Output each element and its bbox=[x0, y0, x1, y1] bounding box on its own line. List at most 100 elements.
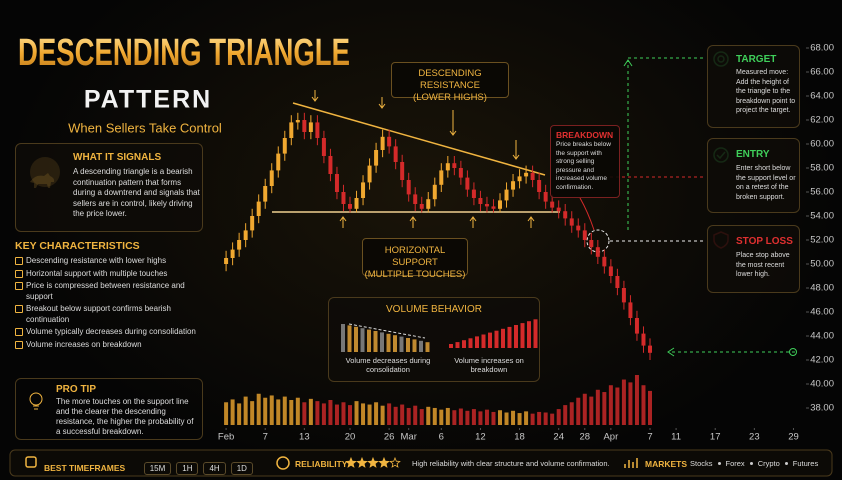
candle-body bbox=[250, 216, 255, 231]
item: Volume increases on breakdown bbox=[15, 340, 205, 351]
candle-body bbox=[504, 189, 509, 201]
candle-body bbox=[432, 184, 437, 200]
volume-bar bbox=[348, 405, 352, 425]
star bbox=[356, 456, 368, 468]
volume-bar bbox=[484, 409, 489, 425]
x-tick-label: 17 bbox=[710, 432, 721, 443]
volume-bar bbox=[341, 402, 346, 425]
volume-bar bbox=[537, 411, 542, 425]
volume-bar bbox=[400, 404, 405, 425]
volume-bar bbox=[589, 396, 594, 425]
footer-bar bbox=[9, 449, 833, 477]
volume-bar bbox=[263, 397, 268, 425]
candle-body bbox=[595, 247, 600, 257]
markets-title: MARKETS bbox=[645, 459, 688, 469]
signals-title: WHAT IT SIGNALS bbox=[73, 152, 162, 163]
candle-body bbox=[276, 153, 281, 171]
candle-body bbox=[458, 168, 463, 178]
separator bbox=[784, 462, 788, 466]
sketch-bar bbox=[412, 339, 417, 352]
volume-bar bbox=[595, 389, 600, 425]
x-tick-label: 11 bbox=[671, 432, 681, 443]
y-tick-label: 64.00 bbox=[810, 91, 834, 102]
characteristics-title: KEY CHARACTERISTICS bbox=[15, 240, 140, 252]
resistance-line bbox=[292, 102, 546, 176]
breakdown-text: Price breaks below the support with stro… bbox=[556, 141, 611, 191]
line: HORIZONTAL SUPPORT bbox=[384, 245, 446, 268]
candle-body bbox=[308, 122, 313, 132]
volume-bar bbox=[602, 392, 607, 425]
sketch-bar bbox=[527, 321, 531, 348]
candle-body bbox=[491, 206, 496, 209]
stop-panel: STOP LOSS Place stop above the most rece… bbox=[707, 225, 800, 293]
separator bbox=[717, 462, 721, 466]
candle-body bbox=[230, 249, 235, 258]
candle-body bbox=[334, 174, 339, 192]
candle-body bbox=[576, 225, 581, 231]
volume-bar bbox=[491, 411, 496, 425]
tip-panel: PRO TIP The more touches on the support … bbox=[15, 378, 203, 440]
volume-bar bbox=[295, 397, 300, 425]
candle-body bbox=[498, 200, 502, 209]
x-tick-label: Mar bbox=[401, 432, 417, 443]
candle-body bbox=[321, 138, 326, 156]
star bbox=[345, 456, 357, 468]
sketch-bar bbox=[462, 340, 466, 348]
stop-title: STOP LOSS bbox=[736, 236, 793, 247]
volume-bar bbox=[374, 402, 379, 425]
sketch-bar bbox=[341, 324, 345, 352]
candle-body bbox=[550, 201, 555, 208]
volume-bar bbox=[354, 401, 359, 425]
sketch-bar bbox=[367, 329, 371, 352]
candle-body bbox=[530, 172, 535, 180]
sketch-bar bbox=[425, 342, 430, 352]
volume-bar bbox=[237, 403, 242, 425]
volume-right: Volume increases on breakdown bbox=[454, 356, 524, 374]
y-tick-label: 62.00 bbox=[810, 115, 834, 126]
volume-sketch bbox=[341, 319, 538, 352]
volume-bar bbox=[380, 405, 385, 425]
tip-text: The more touches on the support line and… bbox=[56, 397, 194, 436]
markets: Stocks Forex Crypto Futures bbox=[690, 459, 818, 470]
y-tick-label: 60.00 bbox=[810, 139, 834, 150]
target-arrowhead bbox=[623, 59, 633, 67]
volume-bar bbox=[445, 407, 450, 425]
volume-bar bbox=[426, 406, 431, 425]
market: Stocks bbox=[690, 459, 713, 468]
signals-panel: WHAT IT SIGNALS A descending triangle is… bbox=[15, 143, 203, 232]
market: Futures bbox=[792, 459, 819, 468]
volume-bar bbox=[308, 398, 313, 425]
volume-bar bbox=[256, 393, 261, 425]
y-tick-label: 54.00 bbox=[810, 211, 834, 222]
sketch-bar bbox=[520, 323, 525, 348]
volume-bar bbox=[465, 410, 470, 425]
volume-bar bbox=[321, 403, 326, 425]
separator bbox=[749, 462, 753, 466]
candle-body bbox=[295, 120, 300, 123]
volume-bar bbox=[406, 407, 411, 425]
candle-body bbox=[589, 240, 594, 248]
candle-body bbox=[537, 180, 542, 192]
volume-bar bbox=[250, 401, 255, 425]
candle-body bbox=[556, 207, 561, 212]
volume-bar bbox=[576, 397, 581, 425]
volume-bar bbox=[621, 379, 626, 425]
volume-bar bbox=[413, 405, 418, 425]
target-panel: TARGET Measured move: Add the height of … bbox=[707, 45, 800, 128]
candle-body bbox=[237, 240, 242, 250]
volume-bar bbox=[634, 375, 639, 425]
candle-body bbox=[563, 211, 568, 219]
volume-bar bbox=[648, 390, 652, 425]
sketch-bar bbox=[399, 336, 404, 352]
volume-bar bbox=[550, 413, 555, 425]
sketch-bar bbox=[380, 332, 384, 352]
x-tick-label: 20 bbox=[345, 432, 356, 443]
candle-body bbox=[413, 194, 418, 204]
x-tick-label: 12 bbox=[475, 432, 486, 443]
candle-body bbox=[445, 163, 450, 171]
candle-body bbox=[621, 288, 626, 303]
x-tick-label: 18 bbox=[514, 432, 525, 443]
candle-body bbox=[269, 170, 274, 186]
breakdown-arrow bbox=[579, 197, 595, 231]
sketch-bar bbox=[468, 338, 473, 348]
